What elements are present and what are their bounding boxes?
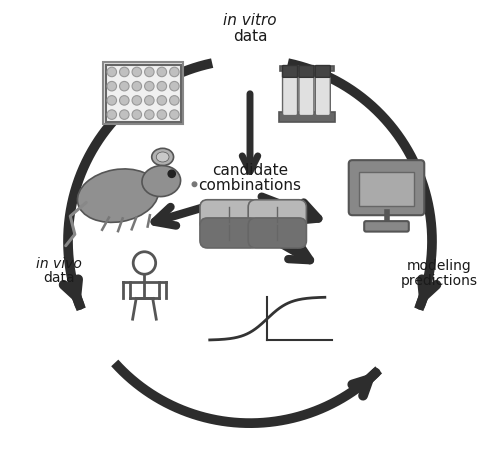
FancyBboxPatch shape [200,218,258,248]
FancyBboxPatch shape [282,66,298,116]
Text: in vitro: in vitro [223,13,277,28]
Circle shape [170,96,179,105]
Circle shape [133,252,156,274]
FancyBboxPatch shape [200,200,258,230]
Circle shape [120,110,129,119]
Ellipse shape [142,166,180,197]
FancyBboxPatch shape [280,66,334,71]
Circle shape [170,81,179,91]
Text: combinations: combinations [198,178,302,192]
Circle shape [107,67,117,77]
Circle shape [144,81,154,91]
Circle shape [120,81,129,91]
FancyBboxPatch shape [279,112,334,122]
FancyBboxPatch shape [316,66,330,116]
Ellipse shape [152,148,174,166]
Circle shape [170,67,179,77]
Circle shape [132,110,141,119]
Circle shape [157,67,166,77]
FancyBboxPatch shape [364,221,409,232]
Circle shape [192,182,197,187]
Circle shape [157,81,166,91]
Text: candidate: candidate [212,163,288,178]
FancyBboxPatch shape [316,66,330,77]
FancyBboxPatch shape [248,218,306,248]
Text: data: data [233,29,267,44]
FancyBboxPatch shape [248,200,306,230]
FancyBboxPatch shape [282,66,298,77]
Circle shape [144,110,154,119]
FancyBboxPatch shape [359,172,414,206]
FancyBboxPatch shape [299,66,314,116]
Circle shape [170,110,179,119]
Text: in vivo: in vivo [36,257,82,271]
Ellipse shape [156,152,169,162]
Circle shape [120,67,129,77]
Circle shape [157,96,166,105]
Text: modeling: modeling [406,259,471,273]
Circle shape [107,81,117,91]
FancyBboxPatch shape [348,160,424,215]
Circle shape [168,170,175,177]
Text: predictions: predictions [400,274,477,288]
Circle shape [132,81,141,91]
Circle shape [132,96,141,105]
Circle shape [120,96,129,105]
Circle shape [132,67,141,77]
Circle shape [107,110,117,119]
Circle shape [107,96,117,105]
Circle shape [157,110,166,119]
Ellipse shape [78,169,158,222]
FancyBboxPatch shape [106,65,180,121]
FancyBboxPatch shape [103,62,184,124]
Text: data: data [43,272,74,285]
FancyBboxPatch shape [299,66,314,77]
Circle shape [144,67,154,77]
Circle shape [144,96,154,105]
